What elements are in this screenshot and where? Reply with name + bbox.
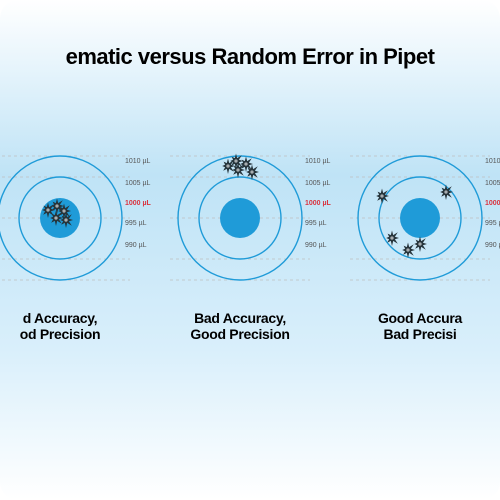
caption-line2: od Precision	[20, 326, 100, 342]
tick-label: 1010 µL	[485, 158, 500, 165]
hit-center	[380, 194, 383, 197]
hit-center	[226, 164, 229, 167]
hit-center	[406, 248, 409, 251]
caption-line1: Bad Accuracy,	[194, 310, 286, 326]
hit-center	[236, 168, 239, 171]
caption-line1: d Accuracy,	[23, 310, 98, 326]
hit-center	[62, 209, 65, 212]
target-svg	[350, 148, 490, 288]
caption-line2: Bad Precisi	[384, 326, 457, 342]
hit-center	[390, 236, 393, 239]
target-center	[220, 198, 260, 238]
hit-center	[444, 190, 447, 193]
hit-center	[55, 204, 58, 207]
panel-c: 1010 µL1005 µL1000 µL995 µL990 µLGood Ac…	[320, 148, 500, 288]
panel-caption: Bad Accuracy,Good Precision	[140, 310, 340, 342]
page-title: ematic versus Random Error in Pipet	[0, 44, 500, 70]
tick-label: 990 µL	[485, 242, 500, 249]
panel-b: 1010 µL1005 µL1000 µL995 µL990 µLBad Acc…	[140, 148, 340, 288]
panel-a: 1010 µL1005 µL1000 µL995 µL990 µLd Accur…	[0, 148, 160, 288]
target-svg	[0, 148, 130, 288]
panel-caption: d Accuracy,od Precision	[0, 310, 160, 342]
target-center	[400, 198, 440, 238]
hit-center	[244, 162, 247, 165]
target-svg	[170, 148, 310, 288]
tick-label: 1005 µL	[485, 180, 500, 187]
tick-label: 1000 µL	[485, 200, 500, 207]
hit-center	[418, 242, 421, 245]
diagram-canvas: ematic versus Random Error in Pipet 1010…	[0, 0, 500, 500]
hit-center	[64, 218, 67, 221]
hit-center	[46, 208, 49, 211]
caption-line1: Good Accura	[378, 310, 462, 326]
tick-label: 995 µL	[485, 220, 500, 227]
hit-center	[250, 170, 253, 173]
hit-center	[54, 216, 57, 219]
panel-caption: Good AccuraBad Precisi	[320, 310, 500, 342]
caption-line2: Good Precision	[190, 326, 289, 342]
hit-center	[234, 159, 237, 162]
